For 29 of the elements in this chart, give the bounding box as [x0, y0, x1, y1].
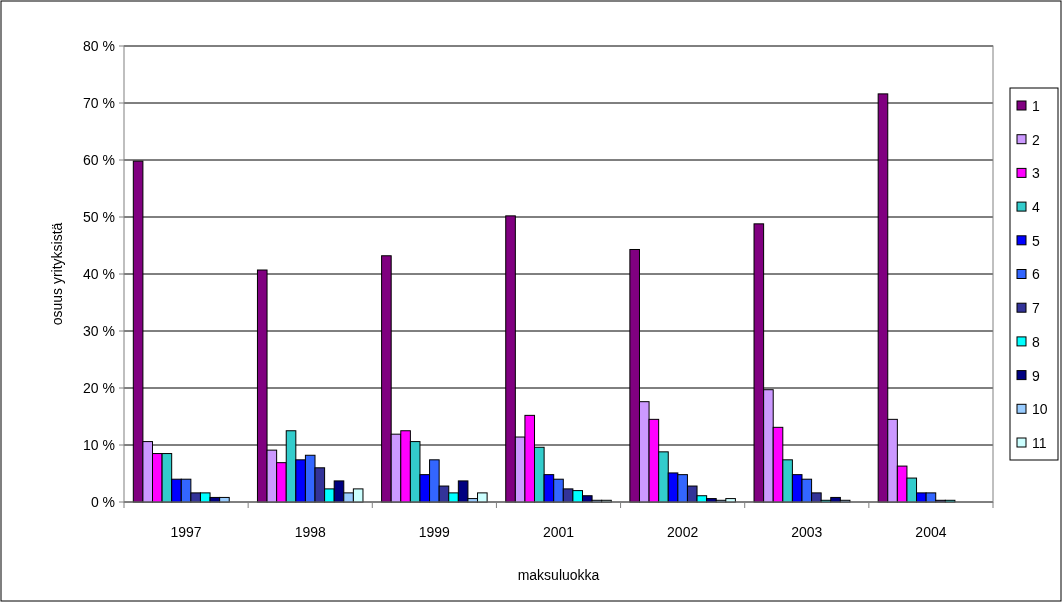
legend-label: 7: [1032, 300, 1040, 317]
x-tick-label: 1997: [170, 524, 202, 540]
y-tick-label: 60 %: [83, 151, 115, 168]
legend-label: 11: [1032, 434, 1047, 451]
y-tick-label: 20 %: [83, 379, 115, 396]
x-tick-label: 2002: [667, 524, 699, 540]
y-tick-label: 50 %: [83, 208, 115, 225]
y-tick-label: 40 %: [83, 265, 115, 282]
legend-label: 1: [1032, 97, 1040, 114]
y-tick-label: 0 %: [90, 493, 115, 510]
y-tick-label: 10 %: [83, 436, 115, 453]
y-tick-label: 80 %: [83, 37, 115, 54]
x-tick-label: 2004: [915, 524, 947, 540]
legend-label: 9: [1032, 367, 1040, 384]
legend-label: 3: [1032, 165, 1040, 182]
x-axis-title: maksuluokka: [517, 567, 600, 583]
x-tick-label: 1999: [418, 524, 451, 540]
legend-label: 6: [1032, 266, 1040, 283]
legend-label: 10: [1032, 401, 1048, 418]
legend-label: 2: [1032, 131, 1040, 148]
y-axis-title: osuus yrityksistä: [49, 222, 65, 326]
y-tick-label: 30 %: [83, 322, 115, 339]
x-tick-label: 2001: [542, 524, 575, 540]
legend-label: 8: [1032, 333, 1040, 350]
legend-label: 5: [1032, 232, 1040, 249]
y-tick-label: 70 %: [83, 94, 115, 111]
x-tick-label: 1998: [294, 524, 326, 540]
x-tick-label: 2003: [791, 524, 823, 540]
legend-label: 4: [1032, 199, 1040, 215]
